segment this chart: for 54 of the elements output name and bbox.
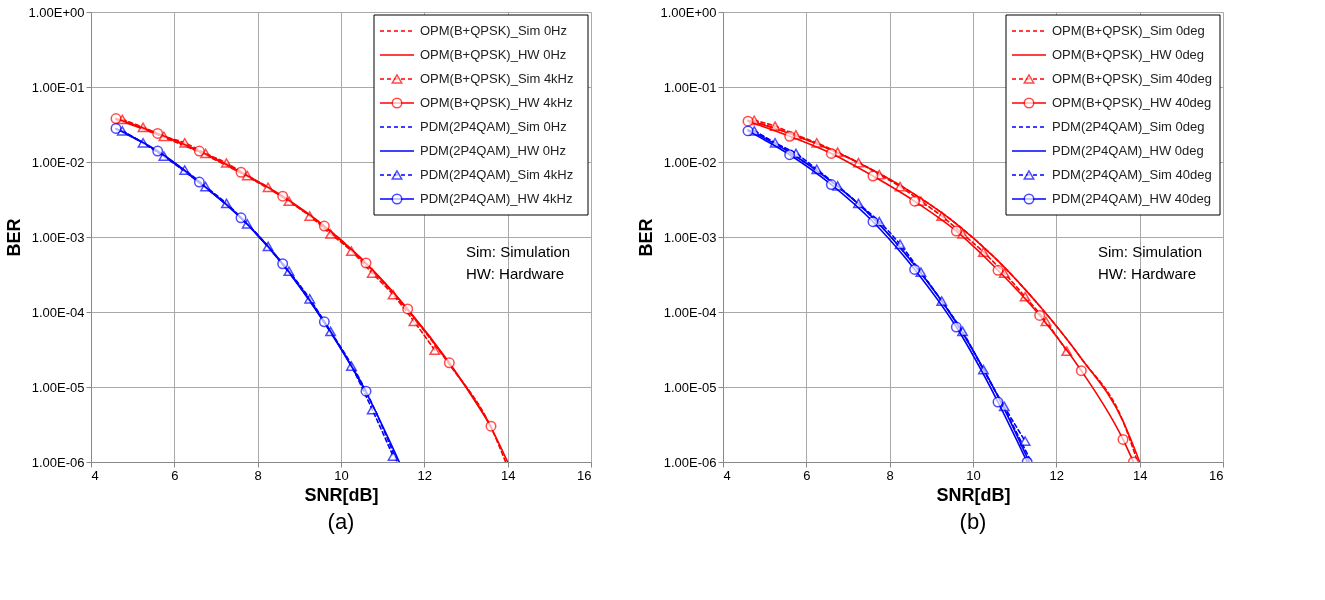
y-axis-title: BER <box>636 218 657 257</box>
legend-label: PDM(2P4QAM)_Sim 4kHz <box>420 167 574 182</box>
y-tick-label: 1.00E-04 <box>663 304 717 320</box>
legend-label: OPM(B+QPSK)_HW 0deg <box>1052 47 1205 62</box>
y-tick-label: 1.00E-06 <box>31 454 85 470</box>
x-tick-label: 10 <box>966 467 981 483</box>
y-tick-label: 1.00E-03 <box>31 229 85 245</box>
x-tick-label: 4 <box>91 467 99 483</box>
legend-label: OPM(B+QPSK)_Sim 40deg <box>1052 71 1213 86</box>
annotation: Sim: Simulation <box>466 243 571 260</box>
legend-label: OPM(B+QPSK)_HW 0Hz <box>420 47 567 62</box>
x-tick-label: 8 <box>886 467 894 483</box>
x-tick-label: 4 <box>723 467 731 483</box>
y-tick-label: 1.00E-01 <box>31 79 85 95</box>
legend-label: PDM(2P4QAM)_Sim 0deg <box>1052 119 1205 134</box>
legend-label: PDM(2P4QAM)_HW 4kHz <box>420 191 573 206</box>
x-tick-label: 10 <box>334 467 349 483</box>
x-tick-label: 6 <box>803 467 811 483</box>
x-tick-label: 16 <box>577 467 592 483</box>
y-tick-label: 1.00E-01 <box>663 79 717 95</box>
y-axis-title: BER <box>4 218 25 257</box>
x-tick-label: 6 <box>171 467 179 483</box>
x-tick-label: 12 <box>417 467 433 483</box>
x-tick-label: 12 <box>1049 467 1065 483</box>
legend-label: PDM(2P4QAM)_HW 0Hz <box>420 143 566 158</box>
x-tick-label: 14 <box>500 467 516 483</box>
y-tick-label: 1.00E+00 <box>660 4 717 20</box>
x-tick-label: 8 <box>254 467 262 483</box>
legend-label: OPM(B+QPSK)_Sim 0Hz <box>420 23 568 38</box>
y-tick-label: 1.00E-03 <box>663 229 717 245</box>
legend-label: PDM(2P4QAM)_HW 0deg <box>1052 143 1204 158</box>
legend-label: PDM(2P4QAM)_Sim 0Hz <box>420 119 567 134</box>
y-tick-label: 1.00E-02 <box>663 154 717 170</box>
legend-label: PDM(2P4QAM)_HW 40deg <box>1052 191 1211 206</box>
y-tick-label: 1.00E+00 <box>28 4 85 20</box>
y-tick-label: 1.00E-02 <box>31 154 85 170</box>
annotation: HW: Hardware <box>466 265 565 282</box>
legend-label: PDM(2P4QAM)_Sim 40deg <box>1052 167 1212 182</box>
y-tick-label: 1.00E-05 <box>663 379 717 395</box>
text: (b) <box>959 509 987 534</box>
legend-label: OPM(B+QPSK)_Sim 4kHz <box>420 71 574 86</box>
x-tick-label: 14 <box>1132 467 1148 483</box>
x-axis-title: SNR[dB] <box>936 484 1011 505</box>
x-axis-title: SNR[dB] <box>304 484 379 505</box>
annotation: Sim: Simulation <box>1098 243 1203 260</box>
legend-label: OPM(B+QPSK)_HW 4kHz <box>420 95 573 110</box>
y-tick-label: 1.00E-04 <box>31 304 85 320</box>
x-tick-label: 16 <box>1209 467 1224 483</box>
legend-label: OPM(B+QPSK)_Sim 0deg <box>1052 23 1205 38</box>
annotation: HW: Hardware <box>1098 265 1197 282</box>
text: (a) <box>327 509 355 534</box>
legend-label: OPM(B+QPSK)_HW 40deg <box>1052 95 1212 110</box>
y-tick-label: 1.00E-06 <box>663 454 717 470</box>
y-tick-label: 1.00E-05 <box>31 379 85 395</box>
